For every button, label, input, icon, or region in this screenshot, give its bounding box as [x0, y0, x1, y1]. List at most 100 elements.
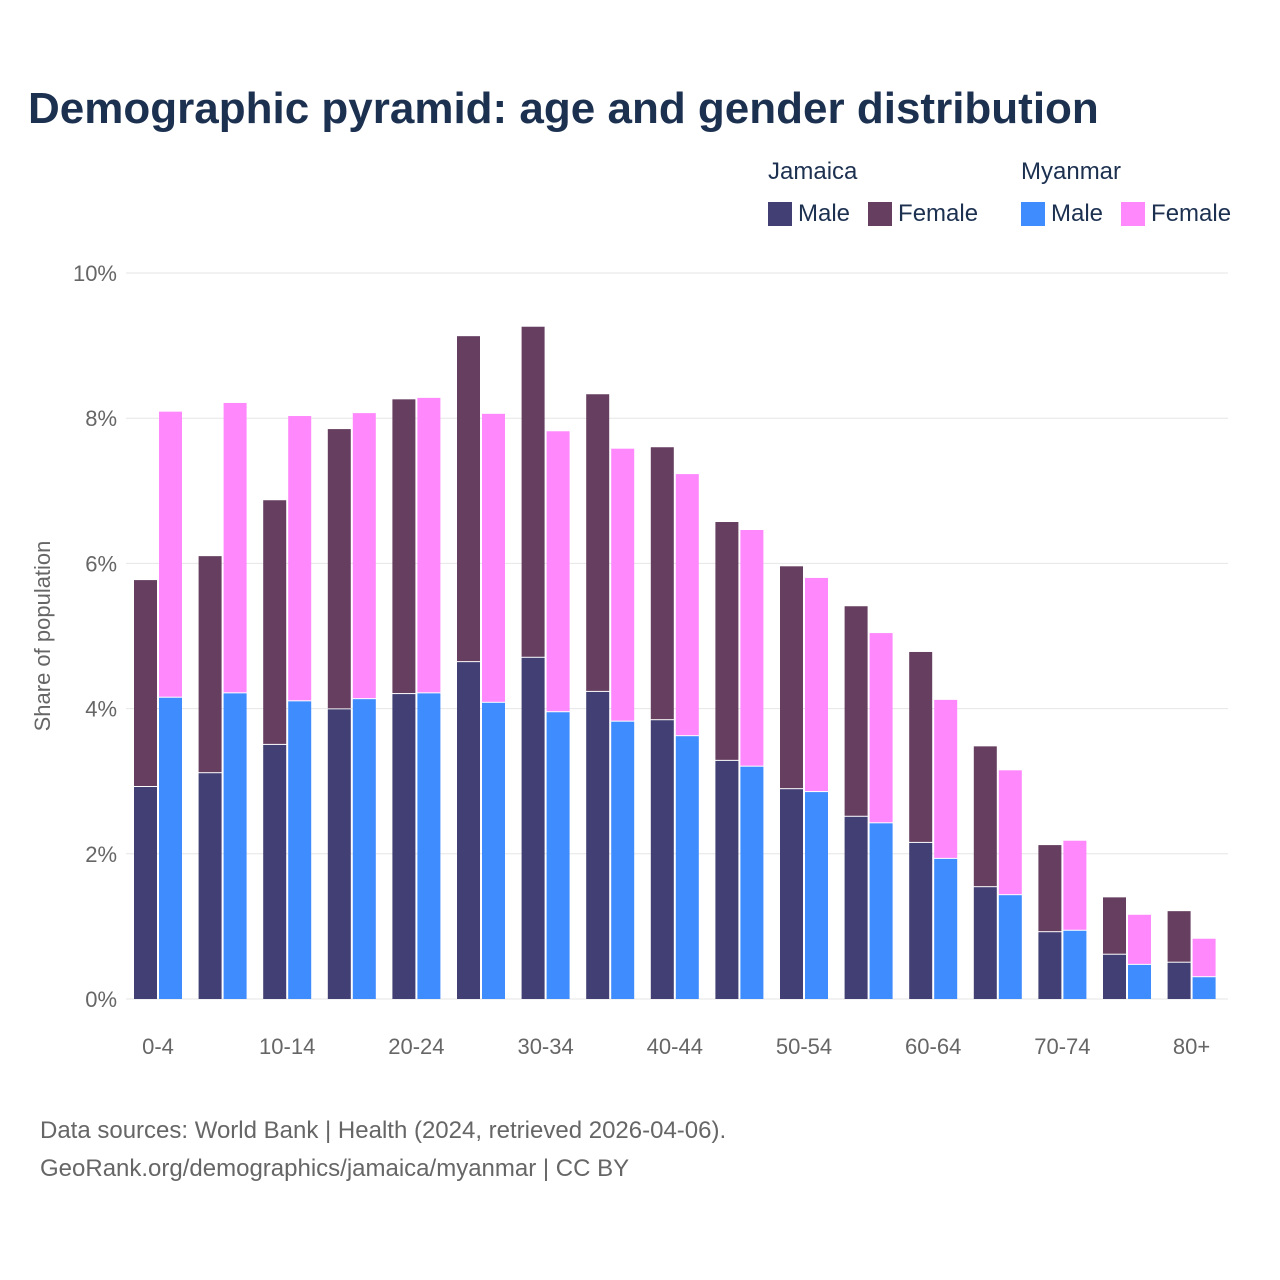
bar-myanmar-female [675, 474, 699, 736]
bar-myanmar-male [998, 895, 1022, 999]
bar-jamaica-female [973, 746, 997, 887]
bar-myanmar-male [1192, 977, 1216, 999]
legend-country: Jamaica [768, 158, 858, 185]
bar-jamaica-female [909, 651, 933, 842]
y-tick-label: 4% [85, 697, 117, 722]
bar-jamaica-male [909, 842, 933, 999]
bar-myanmar-female [546, 431, 570, 712]
bar-jamaica-male [134, 787, 157, 999]
bar-myanmar-female [417, 397, 441, 693]
bar-jamaica-female [844, 606, 868, 816]
bar-myanmar-male [159, 697, 182, 999]
swatch-icon [768, 202, 792, 226]
x-tick-label: 40-44 [647, 1034, 703, 1059]
bar-myanmar-female [482, 413, 505, 702]
bar-myanmar-male [352, 699, 376, 999]
bar-myanmar-female [223, 402, 247, 693]
bar-jamaica-female [457, 336, 480, 662]
bar-jamaica-male [973, 887, 997, 999]
bar-jamaica-female [780, 566, 803, 789]
x-tick-label: 50-54 [776, 1034, 832, 1059]
bar-jamaica-male [1103, 954, 1126, 999]
bar-myanmar-female [740, 530, 764, 766]
bar-jamaica-male [521, 657, 545, 999]
legend-item-jamaica-male: Male [768, 200, 850, 228]
legend-country: Myanmar [1021, 158, 1122, 185]
x-tick-label: 0-4 [142, 1034, 174, 1059]
bar-myanmar-male [740, 766, 764, 999]
bar-myanmar-female [1192, 938, 1216, 977]
bar-myanmar-male [934, 858, 958, 999]
legend-myanmar: Myanmar Male Female [1021, 158, 1231, 228]
bar-jamaica-male [586, 691, 610, 999]
bar-jamaica-female [715, 522, 739, 760]
legend-label: Male [798, 200, 851, 227]
bar-myanmar-male [417, 693, 441, 999]
y-tick-label: 2% [85, 842, 117, 867]
bar-myanmar-female [934, 699, 958, 858]
bar-jamaica-male [780, 789, 803, 999]
bar-jamaica-male [1167, 962, 1191, 999]
swatch-icon [1021, 202, 1045, 226]
bar-jamaica-male [263, 744, 287, 999]
y-axis-label: Share of population [30, 541, 55, 732]
bar-myanmar-male [288, 701, 312, 999]
y-tick-label: 6% [85, 551, 117, 576]
legend-item-myanmar-male: Male [1021, 200, 1103, 228]
bar-jamaica-female [1103, 897, 1126, 954]
swatch-icon [868, 202, 893, 226]
bar-myanmar-male [1063, 930, 1087, 999]
chart-title: Demographic pyramid: age and gender dist… [28, 84, 1099, 133]
legend-jamaica: Jamaica Male Female [768, 158, 978, 228]
legend-label: Female [898, 200, 979, 227]
bar-myanmar-male [223, 693, 247, 999]
bar-myanmar-female [159, 411, 182, 697]
bar-jamaica-male [1038, 932, 1062, 999]
bar-myanmar-male [546, 712, 570, 999]
bar-myanmar-female [1128, 914, 1151, 964]
legend-label: Female [1151, 200, 1232, 227]
legend-item-myanmar-female: Female [1121, 200, 1231, 228]
bar-myanmar-male [869, 823, 893, 999]
bar-myanmar-female [288, 416, 312, 701]
bar-jamaica-male [327, 709, 351, 999]
bar-jamaica-male [392, 694, 416, 999]
bar-jamaica-female [650, 447, 674, 720]
y-tick-label: 8% [85, 406, 117, 431]
bar-jamaica-female [1038, 845, 1062, 932]
bar-jamaica-male [198, 773, 222, 999]
x-tick-label: 70-74 [1034, 1034, 1090, 1059]
bar-jamaica-female [327, 429, 351, 709]
bar-myanmar-male [675, 736, 699, 999]
source-line-2: GeoRank.org/demographics/jamaica/myanmar… [40, 1155, 630, 1182]
bar-myanmar-female [611, 448, 635, 721]
x-tick-label: 20-24 [388, 1034, 444, 1059]
bar-myanmar-female [352, 413, 376, 699]
bar-jamaica-male [715, 760, 739, 999]
x-tick-label: 30-34 [517, 1034, 573, 1059]
bar-myanmar-female [998, 770, 1022, 895]
y-tick-label: 0% [85, 987, 117, 1012]
bar-jamaica-female [586, 394, 610, 691]
bar-jamaica-male [844, 816, 868, 999]
bar-myanmar-male [482, 702, 505, 999]
legend-label: Male [1051, 200, 1104, 227]
bar-myanmar-male [1128, 964, 1151, 999]
swatch-icon [1121, 202, 1146, 226]
bar-myanmar-male [611, 721, 635, 999]
x-tick-label: 80+ [1173, 1034, 1210, 1059]
bar-myanmar-female [805, 577, 828, 792]
bar-jamaica-female [1167, 911, 1191, 962]
bar-jamaica-female [198, 556, 222, 773]
bar-myanmar-male [805, 792, 828, 999]
bar-jamaica-female [134, 580, 157, 787]
y-tick-label: 10% [73, 261, 117, 286]
bar-jamaica-male [457, 662, 480, 999]
x-tick-label: 10-14 [259, 1034, 315, 1059]
x-tick-label: 60-64 [905, 1034, 961, 1059]
bar-jamaica-male [650, 720, 674, 999]
source-line-1: Data sources: World Bank | Health (2024,… [40, 1117, 727, 1144]
bar-myanmar-female [869, 633, 893, 823]
bar-jamaica-female [263, 500, 287, 744]
